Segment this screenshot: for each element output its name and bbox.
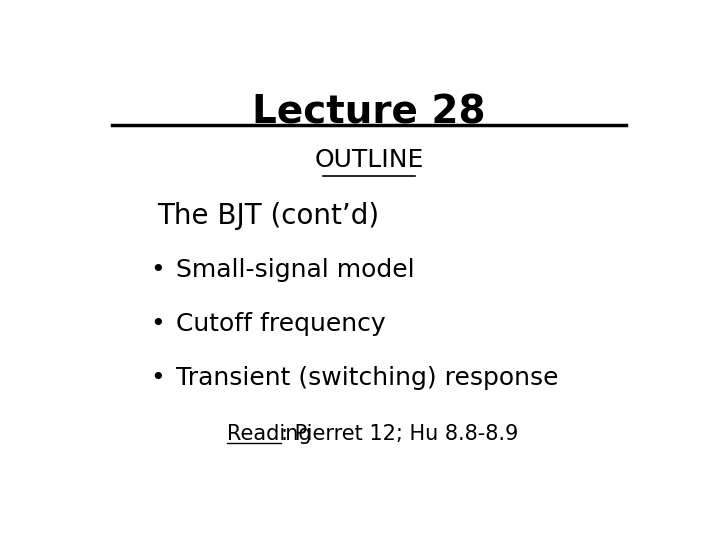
Text: Small-signal model: Small-signal model [176, 258, 415, 282]
Text: : Pierret 12; Hu 8.8-8.9: : Pierret 12; Hu 8.8-8.9 [282, 424, 519, 444]
Text: Transient (switching) response: Transient (switching) response [176, 366, 559, 390]
Text: Reading: Reading [227, 424, 311, 444]
Text: OUTLINE: OUTLINE [315, 148, 423, 172]
Text: •: • [150, 312, 166, 336]
Text: Lecture 28: Lecture 28 [252, 94, 486, 132]
Text: Cutoff frequency: Cutoff frequency [176, 312, 386, 336]
Text: •: • [150, 258, 166, 282]
Text: The BJT (cont’d): The BJT (cont’d) [157, 202, 379, 230]
Text: •: • [150, 366, 166, 390]
